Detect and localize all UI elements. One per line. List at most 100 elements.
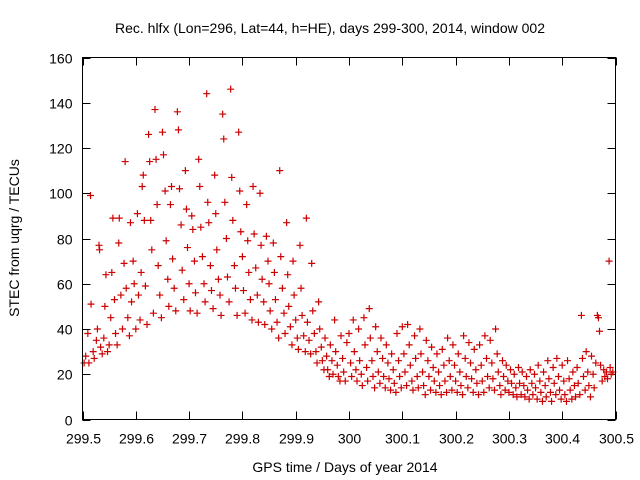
data-point [265,280,273,288]
data-point [358,382,366,390]
x-tick-label: 300.3 [492,431,527,447]
data-point [497,391,505,399]
data-point [589,370,597,378]
data-point [290,291,298,299]
data-point [448,386,456,394]
data-point [428,343,436,351]
data-point [134,291,142,299]
data-point [582,348,590,356]
data-point [296,241,304,249]
data-point [560,377,568,385]
data-point [397,384,405,392]
data-point [270,268,278,276]
data-point [556,386,564,394]
data-point [568,395,576,403]
data-point [518,368,526,376]
data-point [580,373,588,381]
data-point [512,384,520,392]
x-tick-label: 299.7 [172,431,207,447]
data-point [422,336,430,344]
data-point [598,377,606,385]
data-point [468,375,476,383]
data-point [574,379,582,387]
data-point [196,182,204,190]
data-point [347,359,355,367]
data-point [432,388,440,396]
data-point [562,397,570,405]
data-point [157,314,165,322]
data-point [453,388,461,396]
data-point [360,314,368,322]
data-point [381,384,389,392]
data-point [220,135,228,143]
data-point [277,253,285,261]
data-point [181,167,189,175]
data-point [92,336,100,344]
data-point [542,393,550,401]
data-point [584,368,592,376]
data-point [421,391,429,399]
y-tick-label: 40 [57,322,73,338]
data-point [337,332,345,340]
data-point [96,246,104,254]
data-point [172,307,180,315]
data-point [239,287,247,295]
data-point [552,391,560,399]
data-point [427,386,435,394]
data-point [205,219,213,227]
data-point [209,305,217,313]
x-tick-label: 300 [338,431,362,447]
data-point [389,366,397,374]
data-point [406,361,414,369]
data-point [260,298,268,306]
y-tick-label: 140 [49,96,73,112]
data-point [420,382,428,390]
data-point [385,375,393,383]
data-point [398,323,406,331]
data-point [213,246,221,254]
data-point [162,237,170,245]
data-point [293,334,301,342]
data-point [223,273,231,281]
data-point [550,379,558,387]
data-point [533,395,541,403]
data-point [182,205,190,213]
data-point [219,110,227,118]
data-point [217,311,225,319]
data-point [554,373,562,381]
data-point [526,366,534,374]
data-point [110,296,118,304]
x-tick-label: 300.1 [385,431,420,447]
data-point [585,382,593,390]
y-tick-label: 160 [49,51,73,67]
data-point [141,282,149,290]
data-point [465,339,473,347]
data-point [139,171,147,179]
data-point [473,379,481,387]
data-point [298,311,306,319]
data-point [374,368,382,376]
data-point [329,370,337,378]
data-point [238,253,246,261]
data-point [271,296,279,304]
data-point [89,348,97,356]
y-tick-label: 20 [57,367,73,383]
y-axis: 0 20 40 60 80 100 120 140 160 [49,51,616,429]
data-point [102,271,110,279]
data-point [113,341,121,349]
data-point [288,341,296,349]
data-point [443,388,451,396]
data-point [508,379,516,387]
data-point [588,352,596,360]
data-point [429,363,437,371]
data-point [446,373,454,381]
data-point [492,325,500,333]
data-point [377,334,385,342]
data-point [237,228,245,236]
data-point [275,334,283,342]
data-point [348,373,356,381]
data-point [470,345,478,353]
data-point [289,257,297,265]
data-point [231,284,239,292]
